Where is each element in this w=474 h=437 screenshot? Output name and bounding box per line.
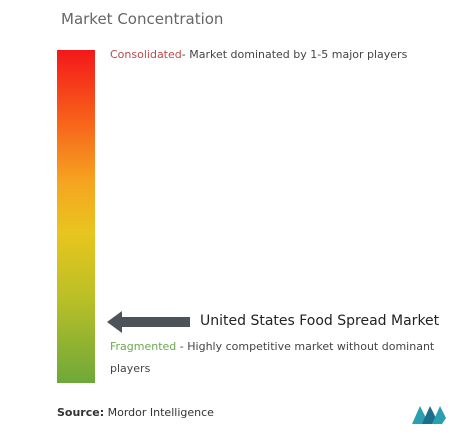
source-label: Source: [57, 406, 105, 419]
fragmented-note: Fragmented - Highly competitive market w… [110, 336, 440, 380]
arrow-head [107, 311, 122, 333]
title: Market Concentration [61, 10, 224, 28]
logo-mid [422, 406, 436, 424]
source-text: Mordor Intelligence [107, 406, 214, 419]
market-label: United States Food Spread Market [200, 313, 440, 329]
fragmented-label: Fragmented [110, 340, 177, 353]
arrow-shaft [120, 317, 190, 327]
consolidated-note: Consolidated- Market dominated by 1-5 ma… [110, 44, 470, 66]
marker-arrow [107, 311, 190, 333]
consolidated-label: Consolidated [110, 48, 182, 61]
logo-left [412, 406, 426, 424]
source: Source: Mordor Intelligence [57, 406, 214, 419]
logo-right [432, 406, 446, 424]
consolidated-description: - Market dominated by 1-5 major players [181, 48, 408, 61]
logo [412, 406, 446, 424]
concentration-gradient [57, 50, 95, 383]
fragmented-description: - Highly competitive market without domi… [110, 340, 435, 375]
